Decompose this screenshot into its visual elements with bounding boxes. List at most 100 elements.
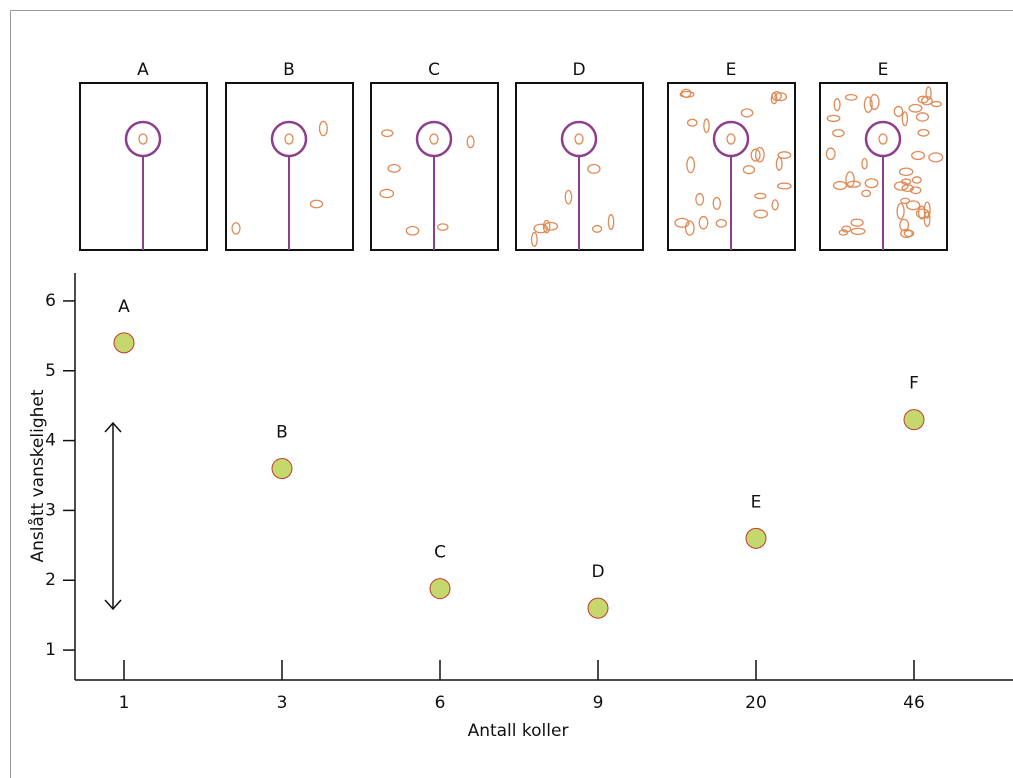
bump (754, 210, 767, 218)
bump (588, 165, 600, 174)
point-label: E (751, 492, 762, 512)
bump (931, 102, 941, 107)
panel-label: A (137, 60, 149, 80)
bump (900, 168, 913, 175)
bump (834, 99, 840, 111)
bump (716, 220, 726, 227)
bump (929, 153, 943, 162)
point (430, 579, 450, 599)
bump (912, 177, 921, 183)
bump (575, 134, 583, 144)
target-ring (272, 122, 306, 156)
bump (834, 182, 847, 190)
bump (681, 89, 690, 97)
x-tick-label: 46 (903, 693, 925, 713)
point-label: F (909, 374, 919, 394)
panel-label: E (878, 60, 889, 80)
y-tick-label: 4 (45, 431, 56, 451)
bump (846, 95, 857, 101)
bump (382, 130, 393, 137)
bump (851, 228, 865, 234)
bump (608, 215, 613, 230)
bump (862, 190, 871, 196)
bump (862, 159, 867, 169)
bump (912, 152, 925, 160)
bump (232, 223, 240, 234)
bump (680, 92, 694, 98)
bump (696, 194, 704, 205)
point-label: D (591, 562, 604, 582)
bump (833, 130, 844, 137)
point (114, 333, 134, 353)
bump (826, 148, 835, 159)
bump (380, 189, 394, 197)
bump (865, 179, 878, 188)
target-ring (417, 122, 451, 156)
bump (704, 119, 709, 132)
bump (918, 129, 929, 136)
bump (778, 152, 791, 159)
chart: Anslått vanskelighet Antall koller 1 2 3 4 5… (0, 0, 1013, 778)
target-ring (562, 122, 596, 156)
bump (467, 136, 474, 148)
point (588, 598, 608, 618)
y-tick-label: 1 (45, 640, 56, 660)
range-arrow (105, 423, 121, 609)
bump (902, 112, 907, 126)
bump (772, 200, 778, 210)
bump (827, 115, 840, 121)
bump (688, 119, 697, 126)
target-ring (714, 122, 748, 156)
x-axis-label: Antall koller (468, 721, 569, 741)
bump (743, 166, 754, 174)
point (904, 410, 924, 430)
y-tick-label: 2 (45, 570, 56, 590)
x-tick-label: 3 (277, 693, 288, 713)
bump (699, 217, 708, 229)
bump (778, 183, 792, 189)
point (272, 459, 292, 479)
x-tick-label: 9 (593, 693, 604, 713)
bump (776, 158, 782, 171)
x-tick-label: 1 (119, 693, 130, 713)
page: Anslått vanskelighet Antall koller 1 2 3 4 5… (0, 0, 1013, 778)
frame (11, 11, 1013, 778)
y-tick-label: 3 (45, 500, 56, 520)
bump (713, 197, 720, 209)
x-tick-label: 6 (435, 693, 446, 713)
bump (565, 190, 571, 204)
bump (532, 233, 538, 247)
bump (438, 224, 448, 230)
bump (406, 227, 418, 236)
bump (895, 182, 908, 190)
target-ring (866, 122, 900, 156)
bump (755, 193, 766, 198)
bump (285, 134, 293, 144)
bump (430, 134, 438, 144)
bump (901, 198, 910, 203)
bump (687, 157, 695, 172)
bump (139, 134, 147, 144)
point-label: A (118, 297, 130, 317)
bump (851, 219, 863, 226)
bump (916, 113, 928, 121)
bump (727, 134, 735, 144)
y-tick-label: 6 (45, 291, 56, 311)
point-label: C (434, 543, 446, 563)
x-tick-label: 20 (745, 693, 767, 713)
bump (909, 105, 922, 113)
y-tick-label: 5 (45, 361, 56, 381)
bump (686, 221, 695, 235)
point (746, 528, 766, 548)
bump (897, 204, 904, 220)
target-ring (126, 122, 160, 156)
bump (894, 106, 902, 116)
panel-label: E (726, 60, 737, 80)
bump (319, 121, 327, 135)
y-axis-label: Anslått vanskelighet (27, 389, 48, 562)
point-label: B (276, 423, 288, 443)
panel-label: C (428, 60, 440, 80)
bump (593, 226, 602, 233)
bump (879, 134, 887, 144)
bump (388, 165, 400, 173)
